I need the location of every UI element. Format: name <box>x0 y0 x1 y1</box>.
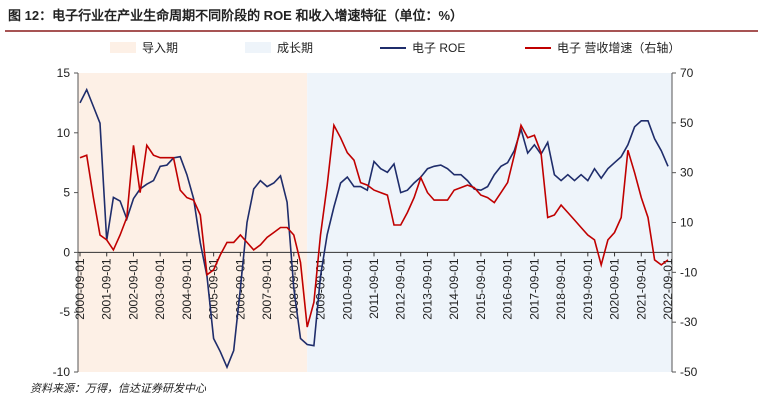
x-tick-label: 2021-09-01 <box>634 258 648 320</box>
source: 资料来源：万得，信达证券研发中心 <box>30 382 207 395</box>
x-tick-label: 2010-09-01 <box>340 258 354 320</box>
y-tick-label: -5 <box>59 305 70 319</box>
y2-tick-label: 70 <box>680 66 694 80</box>
x-tick-label: 2003-09-01 <box>153 258 167 320</box>
y2-tick-label: -10 <box>680 265 698 279</box>
phase-band <box>307 73 672 372</box>
x-tick-label: 2001-09-01 <box>100 258 114 320</box>
series-line <box>79 122 669 328</box>
legend-label: 成长期 <box>277 41 313 55</box>
y-tick-label: 15 <box>57 66 71 80</box>
legend-label: 电子 营收增速（右轴） <box>557 40 680 55</box>
y-tick-label: 5 <box>63 186 70 200</box>
x-tick-label: 2000-09-01 <box>73 258 87 320</box>
x-tick-label: 2007-09-01 <box>260 258 274 320</box>
y2-tick-label: -30 <box>680 315 698 329</box>
legend-label: 导入期 <box>142 41 178 55</box>
x-tick-label: 2019-09-01 <box>581 258 595 320</box>
y2-tick-label: -50 <box>680 365 698 379</box>
series-line <box>79 87 669 370</box>
y-tick-label: -10 <box>53 365 71 379</box>
y-tick-label: 0 <box>63 245 70 259</box>
x-tick-label: 2018-09-01 <box>554 258 568 320</box>
legend-swatch <box>110 42 136 53</box>
x-tick-label: 2013-09-01 <box>420 258 434 320</box>
x-tick-label: 2017-09-01 <box>527 258 541 320</box>
y2-tick-label: 10 <box>680 216 694 230</box>
x-tick-label: 2014-09-01 <box>447 258 461 320</box>
legend-label: 电子 ROE <box>412 41 465 55</box>
x-tick-label: 2020-09-01 <box>608 258 622 320</box>
x-tick-label: 2004-09-01 <box>180 258 194 320</box>
x-tick-label: 2015-09-01 <box>474 258 488 320</box>
chart-title: 图 12：电子行业在产业生命周期不同阶段的 ROE 和收入增速特征（单位：%） <box>8 8 463 23</box>
x-tick-label: 2002-09-01 <box>126 258 140 320</box>
x-tick-label: 2011-09-01 <box>367 258 381 319</box>
x-tick-label: 2016-09-01 <box>501 258 515 320</box>
y-tick-label: 10 <box>57 126 71 140</box>
y2-tick-label: 30 <box>680 166 694 180</box>
legend-swatch <box>245 42 271 53</box>
x-tick-label: 2012-09-01 <box>394 258 408 320</box>
phase-band <box>78 73 308 372</box>
y2-tick-label: 50 <box>680 116 694 130</box>
x-tick-label: 2022-09-01 <box>661 258 675 320</box>
